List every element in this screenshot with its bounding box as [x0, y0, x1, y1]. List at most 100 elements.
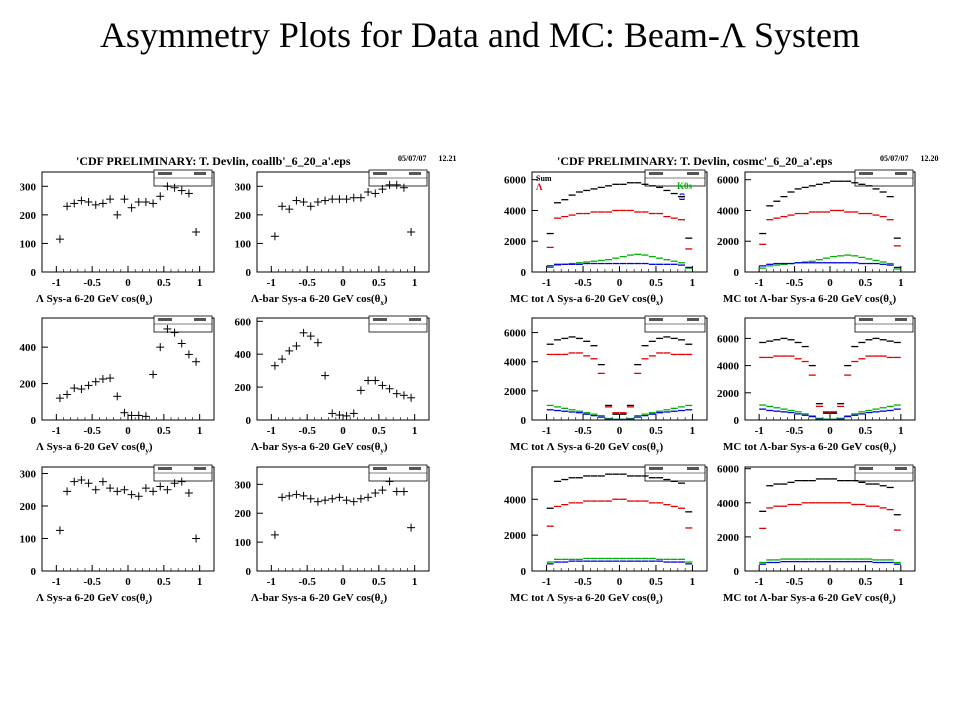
x-tick-label: -0.5 [83, 576, 101, 588]
y-tick-label: 200 [235, 382, 252, 394]
stats-text-mark [895, 172, 907, 175]
x-tick-label: 0.5 [859, 425, 873, 437]
x-tick-label: -0.5 [574, 425, 592, 437]
x-tick-label: 1 [690, 277, 696, 289]
data-plots-header: 'CDF PRELIMINARY: T. Devlin, coallb'_6_2… [76, 154, 351, 168]
stats-text-mark [649, 318, 663, 321]
x-tick-label: -1 [52, 576, 61, 588]
mc-header-label: 'CDF PRELIMINARY: T. Devlin, cosmc'_6_20… [557, 154, 833, 168]
x-axis-label: MC tot Λ-bar Sys-a 6-20 GeV cos(θy) [723, 441, 896, 455]
x-axis-label: MC tot Λ-bar Sys-a 6-20 GeV cos(θx) [723, 293, 896, 307]
x-tick-label: 0 [340, 576, 346, 588]
x-tick-label: 1 [690, 425, 696, 437]
x-tick-label: 0 [827, 576, 833, 588]
y-tick-label: 0 [521, 566, 527, 578]
x-tick-label: -0.5 [298, 425, 316, 437]
x-tick-label: 1 [197, 277, 203, 289]
x-tick-label: 0.5 [157, 277, 171, 289]
panel-data-lambdabar-row1: -1 -0.5 0 0.5 1 0 100 200 300 Λ-bar Sys-a 6-20 Ge… [235, 169, 430, 307]
plot-frame [531, 317, 708, 421]
x-tick-label: 0.5 [372, 277, 386, 289]
y-tick-label: 100 [20, 534, 37, 546]
y-tick-label: 100 [235, 537, 252, 549]
stats-text-mark [687, 318, 699, 321]
panel-mc-lambda-row2: -1 -0.5 0 0.5 1 0 2000 4000 6000 MC tot Λ Sys-a 6… [504, 315, 708, 455]
x-tick-label: -0.5 [786, 576, 804, 588]
mc-date-text: 05/07/07 [880, 154, 909, 163]
stats-text-mark [859, 318, 873, 321]
y-tick-label: 6000 [504, 175, 527, 187]
data-header-date: 05/07/07 12.21 [398, 154, 456, 164]
y-tick-label: 0 [246, 415, 252, 427]
y-tick-label: 200 [20, 210, 37, 222]
x-tick-label: 0.5 [859, 277, 873, 289]
y-tick-label: 400 [20, 342, 37, 354]
x-axis-label: Λ Sys-a 6-20 GeV cos(θx) [36, 293, 153, 307]
stats-text-mark [649, 467, 663, 470]
panel-data-lambda-row1: -1 -0.5 0 0.5 1 0 100 200 300 Λ Sys-a 6-20 GeV co… [20, 169, 215, 307]
plot-frame [256, 317, 430, 421]
x-tick-label: -1 [52, 277, 61, 289]
x-tick-label: 0 [340, 425, 346, 437]
x-tick-label: 0 [125, 576, 131, 588]
x-tick-label: 0 [617, 277, 623, 289]
stats-text-mark [687, 172, 699, 175]
x-tick-label: -0.5 [786, 277, 804, 289]
x-tick-label: 1 [197, 576, 203, 588]
stats-text-mark [859, 172, 873, 175]
panel-data-lambda-row2: -1 -0.5 0 0.5 1 0 200 400 Λ Sys-a 6-20 GeV cos(θ… [20, 315, 215, 455]
x-tick-label: -0.5 [298, 277, 316, 289]
y-tick-label: 4000 [504, 205, 527, 217]
stats-text-mark [409, 172, 421, 175]
x-tick-label: 0 [617, 576, 623, 588]
y-tick-label: 300 [20, 181, 37, 193]
y-tick-label: 6000 [717, 333, 740, 345]
plot-frame [744, 171, 916, 273]
data-time-text: 12.21 [438, 154, 457, 163]
stats-text-mark [158, 318, 172, 321]
plot-frame [744, 317, 916, 421]
x-tick-label: -1 [755, 277, 764, 289]
y-tick-label: 4000 [717, 361, 740, 373]
stats-text-mark [194, 318, 206, 321]
stats-text-mark [373, 318, 387, 321]
y-tick-label: 200 [235, 508, 252, 520]
y-tick-label: 2000 [504, 386, 527, 398]
y-tick-label: 0 [734, 267, 740, 279]
x-axis-label: Λ-bar Sys-a 6-20 GeV cos(θy) [251, 441, 388, 455]
panel-mc-lambdabar-row1: -1 -0.5 0 0.5 1 0 2000 4000 6000 MC tot Λ-bar Sys… [717, 169, 916, 307]
y-tick-label: 300 [20, 469, 37, 481]
x-axis-label: Λ Sys-a 6-20 GeV cos(θy) [36, 441, 153, 455]
mc-time-text: 12.20 [920, 154, 939, 163]
stats-text-mark [194, 172, 206, 175]
y-tick-label: 4000 [717, 498, 740, 510]
x-tick-label: 1 [412, 277, 418, 289]
y-tick-label: 200 [235, 210, 252, 222]
x-axis-label: MC tot Λ Sys-a 6-20 GeV cos(θx) [510, 293, 664, 307]
stats-text-mark [409, 318, 421, 321]
stats-text-mark [409, 467, 421, 470]
x-tick-label: 1 [898, 576, 904, 588]
x-tick-label: -1 [267, 576, 276, 588]
stats-text-mark [859, 467, 873, 470]
y-tick-label: 100 [20, 238, 37, 250]
x-tick-label: -0.5 [83, 277, 101, 289]
x-tick-label: -1 [267, 277, 276, 289]
stats-text-mark [895, 318, 907, 321]
x-tick-label: 0 [340, 277, 346, 289]
y-tick-label: 0 [521, 415, 527, 427]
x-axis-label: Λ-bar Sys-a 6-20 GeV cos(θz) [251, 592, 387, 606]
y-tick-label: 6000 [717, 175, 740, 187]
x-tick-label: 1 [898, 277, 904, 289]
legend-sum: Sum [536, 174, 552, 183]
x-tick-label: 0 [827, 277, 833, 289]
x-tick-label: 0.5 [157, 576, 171, 588]
y-tick-label: 0 [31, 415, 37, 427]
plot-frame [41, 466, 215, 572]
stats-text-mark [194, 467, 206, 470]
x-tick-label: 1 [412, 576, 418, 588]
stats-text-mark [687, 467, 699, 470]
stats-text-mark [158, 467, 172, 470]
x-tick-label: 0 [125, 425, 131, 437]
panel-mc-lambda-row3: -1 -0.5 0 0.5 1 0 2000 4000 MC tot Λ Sys-a 6-20 … [504, 464, 708, 606]
